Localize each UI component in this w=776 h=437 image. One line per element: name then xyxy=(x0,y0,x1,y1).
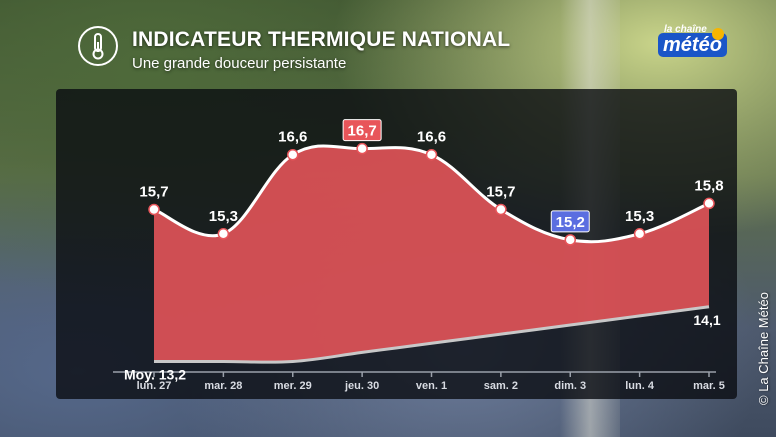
x-tick-label: mar. 28 xyxy=(204,380,242,392)
x-tick-label: lun. 27 xyxy=(137,380,172,392)
data-point xyxy=(495,203,507,216)
page-subtitle: Une grande douceur persistante xyxy=(132,55,347,72)
x-tick-label: jeu. 30 xyxy=(344,380,379,392)
data-label: 15,3 xyxy=(209,208,238,225)
page-title: INDICATEUR THERMIQUE NATIONAL xyxy=(132,28,511,51)
x-tick-label: ven. 1 xyxy=(416,380,447,392)
x-tick-label: dim. 3 xyxy=(554,380,586,392)
data-label: 15,2 xyxy=(556,214,585,231)
data-point xyxy=(287,148,299,161)
data-point xyxy=(703,197,715,210)
data-label: 15,8 xyxy=(694,177,723,194)
data-point xyxy=(356,142,368,155)
x-tick-label: mer. 29 xyxy=(274,380,312,392)
x-tick-label: sam. 2 xyxy=(484,380,518,392)
brand-logo: météo la chaîne xyxy=(650,20,730,64)
data-label: 15,7 xyxy=(139,183,168,200)
data-label: 16,7 xyxy=(348,123,377,140)
data-point xyxy=(217,228,230,240)
average-start-label: Moy. 13,2 xyxy=(124,367,186,383)
data-point xyxy=(148,203,160,216)
data-label: 16,6 xyxy=(278,129,307,146)
x-tick-label: lun. 4 xyxy=(625,380,655,392)
min-badge xyxy=(550,210,590,233)
data-label: 16,6 xyxy=(417,129,446,146)
average-line xyxy=(154,305,710,364)
max-badge xyxy=(342,119,382,142)
copyright-notice: © La Chaîne Météo xyxy=(756,292,771,405)
data-point xyxy=(425,148,438,161)
average-end-label: 14,1 xyxy=(693,312,720,328)
thermometer-icon xyxy=(78,26,118,66)
data-point xyxy=(564,234,576,246)
data-point xyxy=(633,228,646,240)
temperature-area xyxy=(154,145,709,363)
sun-icon xyxy=(712,28,724,40)
data-label: 15,3 xyxy=(625,208,654,225)
logo-top-text: la chaîne xyxy=(664,24,707,35)
x-tick-label: mar. 5 xyxy=(693,380,725,392)
data-label: 15,7 xyxy=(486,183,515,200)
